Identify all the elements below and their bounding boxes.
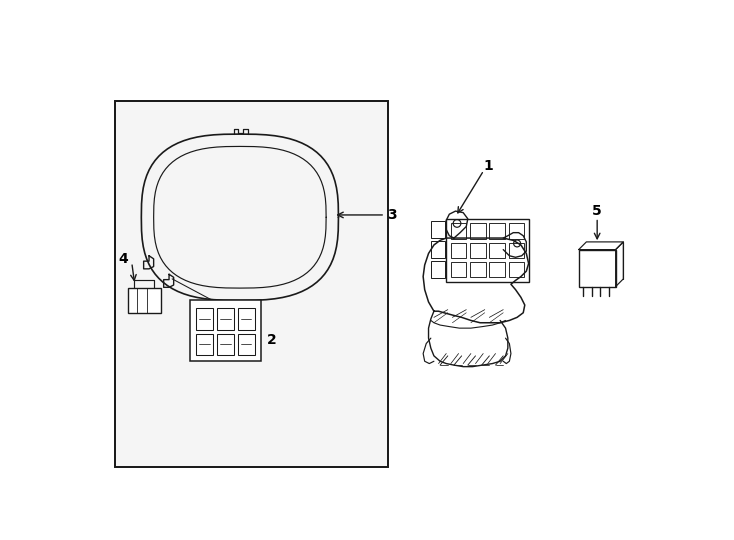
Bar bbox=[470, 262, 485, 278]
Bar bbox=[490, 224, 505, 239]
Bar bbox=[217, 308, 233, 330]
Bar bbox=[451, 262, 466, 278]
Bar bbox=[490, 242, 505, 258]
Bar bbox=[196, 334, 213, 355]
Bar bbox=[128, 288, 161, 313]
Bar bbox=[431, 261, 445, 278]
Bar bbox=[238, 334, 255, 355]
Bar bbox=[509, 262, 524, 278]
Bar bbox=[190, 300, 261, 361]
Bar bbox=[446, 219, 529, 282]
Bar bbox=[578, 249, 616, 287]
Bar bbox=[509, 242, 524, 258]
Bar bbox=[217, 334, 233, 355]
Bar bbox=[470, 224, 485, 239]
Bar bbox=[115, 101, 388, 467]
Text: 5: 5 bbox=[592, 204, 602, 218]
Bar bbox=[490, 262, 505, 278]
Bar bbox=[451, 224, 466, 239]
Bar bbox=[509, 224, 524, 239]
Text: 3: 3 bbox=[388, 208, 397, 222]
Text: 1: 1 bbox=[483, 159, 493, 173]
Bar bbox=[431, 241, 445, 258]
Bar bbox=[196, 308, 213, 330]
Bar bbox=[238, 308, 255, 330]
Bar bbox=[451, 242, 466, 258]
Text: 2: 2 bbox=[267, 333, 277, 347]
Bar bbox=[431, 221, 445, 238]
Bar bbox=[470, 242, 485, 258]
Bar bbox=[115, 101, 388, 467]
Text: 4: 4 bbox=[118, 252, 128, 266]
